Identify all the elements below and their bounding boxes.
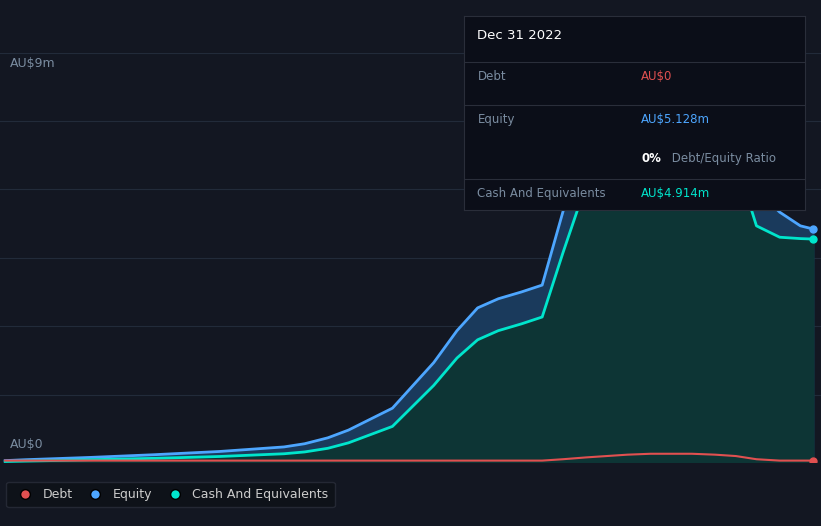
Text: Equity: Equity [478, 113, 515, 126]
Text: 0%: 0% [641, 152, 661, 165]
Text: Debt/Equity Ratio: Debt/Equity Ratio [668, 152, 777, 165]
Text: AU$0: AU$0 [641, 70, 672, 83]
Legend: Debt, Equity, Cash And Equivalents: Debt, Equity, Cash And Equivalents [7, 482, 334, 507]
Text: AU$5.128m: AU$5.128m [641, 113, 710, 126]
Text: AU$0: AU$0 [10, 438, 44, 451]
Text: Cash And Equivalents: Cash And Equivalents [478, 187, 606, 200]
Text: AU$4.914m: AU$4.914m [641, 187, 710, 200]
Text: Dec 31 2022: Dec 31 2022 [478, 29, 562, 43]
Text: Debt: Debt [478, 70, 506, 83]
Text: AU$9m: AU$9m [10, 57, 56, 70]
